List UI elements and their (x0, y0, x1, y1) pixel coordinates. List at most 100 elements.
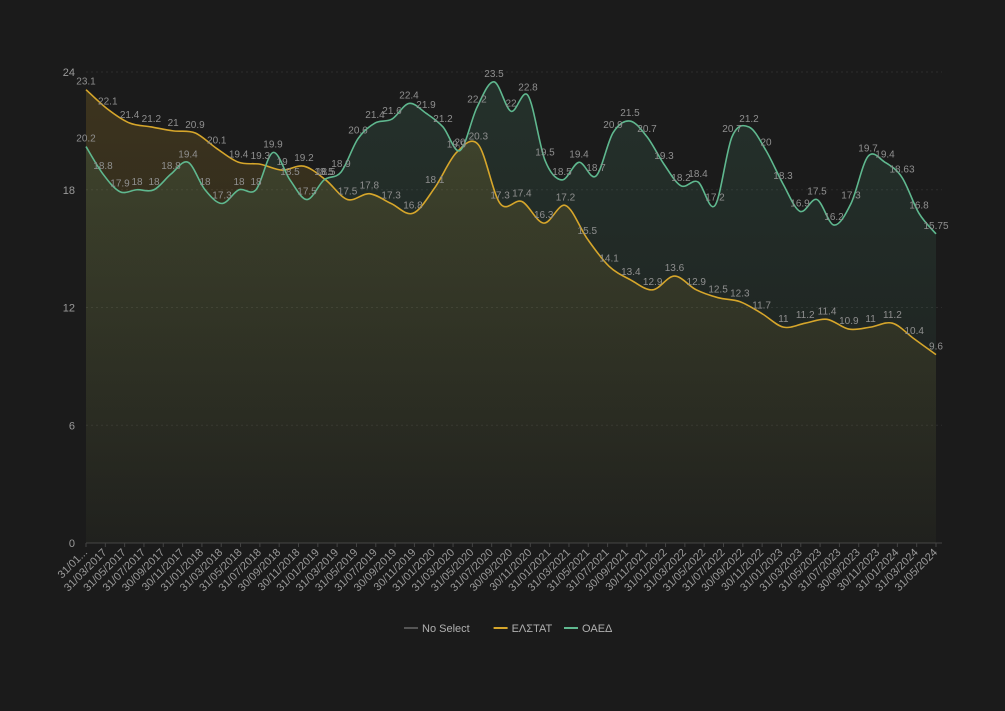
oaed-data-label: 21.4 (365, 110, 385, 121)
oaed-data-label: 18.8 (93, 161, 113, 172)
elstat-data-label: 11 (865, 314, 876, 325)
oaed-data-label: 18.2 (671, 173, 691, 184)
oaed-data-label: 20.7 (637, 124, 657, 135)
legend-item[interactable]: No Select (404, 623, 470, 635)
elstat-data-label: 12.5 (708, 285, 728, 296)
oaed-data-label: 18.3 (773, 171, 793, 182)
elstat-data-label: 19 (277, 157, 289, 168)
y-tick-label: 24 (63, 67, 75, 79)
oaed-data-label: 18.5 (280, 167, 300, 178)
elstat-data-label: 17.3 (490, 190, 510, 201)
oaed-data-label: 21.5 (620, 108, 640, 119)
oaed-data-label: 18.63 (889, 164, 914, 175)
oaed-data-label: 16.2 (824, 212, 844, 223)
elstat-data-label: 16.3 (534, 210, 554, 221)
oaed-data-label: 19.4 (569, 149, 589, 160)
y-tick-label: 18 (63, 185, 75, 197)
elstat-data-label: 13.6 (665, 263, 685, 274)
legend-label: ΟΑΕΔ (582, 623, 613, 635)
oaed-data-label: 18 (199, 177, 211, 188)
oaed-data-label: 18.9 (331, 159, 351, 170)
elstat-data-label: 15.5 (578, 226, 598, 237)
elstat-data-label: 21 (168, 118, 180, 129)
oaed-data-label: 22.2 (467, 94, 487, 105)
oaed-data-label: 20.9 (603, 120, 623, 131)
elstat-data-label: 20.3 (469, 132, 489, 143)
oaed-data-label: 18 (148, 177, 160, 188)
oaed-data-label: 20.7 (722, 124, 742, 135)
oaed-data-label: 21.2 (433, 114, 453, 125)
y-tick-label: 12 (63, 303, 75, 315)
axis-layer: 0612182431/01...31/03/201731/05/201731/0… (56, 67, 940, 594)
elstat-data-label: 17.8 (360, 181, 380, 192)
oaed-data-label: 17.2 (705, 192, 725, 203)
oaed-line[interactable] (85, 81, 937, 235)
elstat-data-label: 9.6 (929, 342, 943, 353)
oaed-data-label: 19.7 (858, 143, 878, 154)
oaed-data-label: 19.5 (535, 147, 555, 158)
oaed-data-label: 17.3 (212, 190, 232, 201)
oaed-data-label: 18.4 (688, 169, 708, 180)
oaed-data-label: 17.9 (110, 179, 130, 190)
elstat-data-label: 17.2 (556, 192, 576, 203)
elstat-data-label: 19.3 (251, 151, 271, 162)
elstat-data-label: 20.1 (207, 136, 227, 147)
elstat-data-label: 12.9 (643, 277, 663, 288)
elstat-data-label: 18.5 (316, 167, 336, 178)
oaed-data-label: 20 (454, 138, 466, 149)
legend-label: No Select (422, 623, 470, 635)
line-layer (85, 81, 937, 356)
oaed-data-label: 20 (760, 138, 772, 149)
elstat-data-label: 17.4 (512, 189, 532, 200)
legend-item[interactable]: ΕΛΣΤΑΤ (493, 623, 553, 635)
elstat-data-label: 10.4 (904, 326, 924, 337)
legend-label: ΕΛΣΤΑΤ (512, 623, 553, 635)
oaed-data-label: 21.6 (382, 106, 402, 117)
oaed-data-label: 18.5 (314, 167, 334, 178)
elstat-data-label: 11 (778, 314, 789, 325)
oaed-data-label: 16.9 (790, 198, 810, 209)
elstat-data-label: 12.9 (687, 277, 707, 288)
oaed-data-label: 15.75 (923, 221, 948, 232)
oaed-data-label: 18.5 (552, 167, 572, 178)
oaed-data-label: 18 (131, 177, 143, 188)
oaed-area (86, 81, 936, 543)
oaed-data-label: 22.4 (399, 90, 419, 101)
oaed-data-label: 17.5 (297, 187, 317, 198)
oaed-data-label: 23.5 (484, 69, 504, 80)
oaed-data-label: 19.4 (875, 149, 895, 160)
oaed-data-label: 18 (233, 177, 245, 188)
elstat-data-label: 20.9 (185, 120, 205, 131)
elstat-data-label: 21.4 (120, 110, 140, 121)
elstat-data-label: 17.5 (338, 187, 358, 198)
elstat-data-label: 11.2 (796, 310, 815, 321)
oaed-data-label: 19.3 (654, 151, 674, 162)
oaed-data-label: 21.2 (739, 114, 759, 125)
elstat-data-label: 17.3 (381, 190, 401, 201)
y-tick-label: 0 (69, 538, 75, 550)
oaed-data-label: 22.8 (518, 83, 538, 94)
elstat-data-label: 19.2 (294, 153, 314, 164)
elstat-data-label: 19.9 (447, 139, 467, 150)
area-layer (86, 81, 936, 543)
oaed-data-label: 22 (505, 98, 517, 109)
y-tick-label: 6 (69, 420, 75, 432)
elstat-line[interactable] (85, 89, 937, 356)
elstat-data-label: 14.1 (599, 253, 619, 264)
legend-item[interactable]: ΟΑΕΔ (564, 623, 613, 635)
legend[interactable]: No Select ΕΛΣΤΑΤ ΟΑΕΔ (404, 623, 613, 635)
elstat-data-label: 19.4 (229, 149, 249, 160)
oaed-data-label: 21.9 (416, 100, 436, 111)
oaed-data-label: 18 (250, 177, 262, 188)
elstat-data-label: 10.9 (839, 316, 859, 327)
elstat-data-label: 13.4 (621, 267, 641, 278)
oaed-data-label: 16.8 (909, 200, 929, 211)
elstat-data-label: 11.2 (883, 310, 902, 321)
oaed-data-label: 19.9 (263, 139, 283, 150)
elstat-data-label: 21.2 (142, 114, 162, 125)
elstat-data-label: 11.4 (818, 306, 837, 317)
data-label-layer: 23.122.121.4 21.2 21 20.920.119.4 19.319 19.2… (76, 69, 949, 353)
oaed-data-label: 20.2 (76, 134, 96, 145)
